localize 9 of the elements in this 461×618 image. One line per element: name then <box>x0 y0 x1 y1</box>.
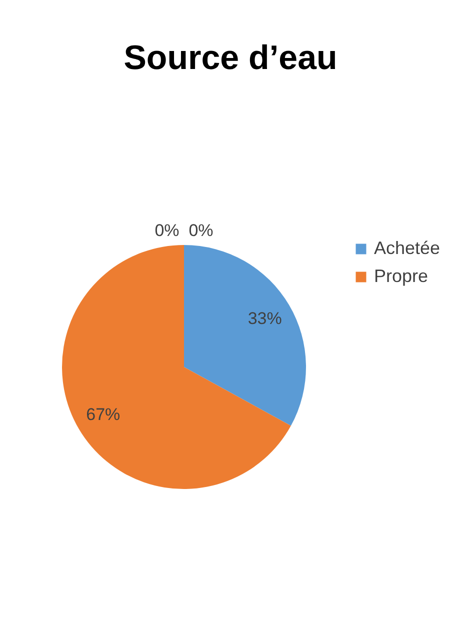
data-label: 33% <box>248 309 282 328</box>
pie-slice <box>62 245 291 489</box>
data-label: 67% <box>86 404 120 424</box>
chart-title: Source d’eau <box>124 39 338 77</box>
text: 0% <box>154 221 180 240</box>
legend-label: Propre <box>374 266 428 286</box>
legend-label: Achetée <box>374 238 440 258</box>
pie-slice <box>184 245 306 426</box>
text: 0% <box>188 221 214 240</box>
